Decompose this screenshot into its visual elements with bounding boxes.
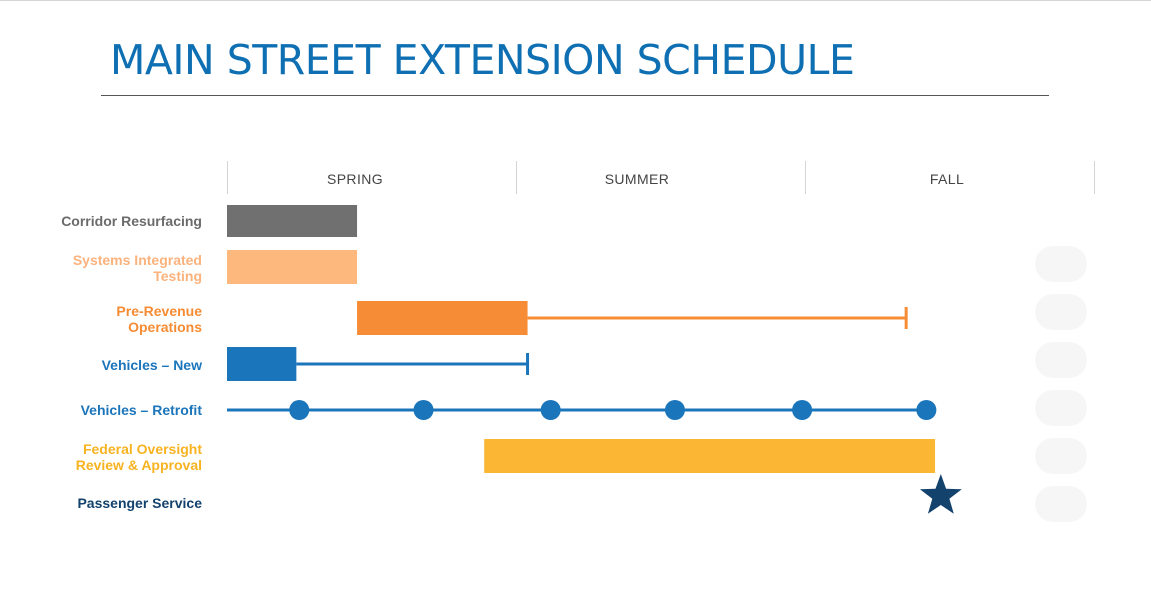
season-label-spring: SPRING xyxy=(326,171,384,187)
row-label-passenger-service: Passenger Service xyxy=(77,495,202,511)
background-shadow xyxy=(1035,486,1087,522)
season-divider xyxy=(1094,161,1095,194)
gantt-bar xyxy=(484,439,936,473)
background-shadow xyxy=(1035,294,1087,330)
gantt-bar xyxy=(227,250,358,284)
milestone-dot xyxy=(916,400,937,420)
milestone-dot xyxy=(540,400,561,420)
milestone-dot xyxy=(664,400,685,420)
row-label-federal-oversight: Federal Oversight Review & Approval xyxy=(75,441,202,473)
season-label-summer: SUMMER xyxy=(604,171,670,187)
title-divider xyxy=(101,95,1049,96)
gantt-bar xyxy=(227,347,297,381)
row-label-vehicles-retrofit: Vehicles – Retrofit xyxy=(80,402,202,418)
milestone-dot xyxy=(289,400,310,420)
season-divider xyxy=(805,161,806,194)
page-title: MAIN STREET EXTENSION SCHEDULE xyxy=(110,36,855,84)
background-shadow xyxy=(1035,342,1087,378)
background-shadow xyxy=(1035,246,1087,282)
season-divider xyxy=(227,161,228,194)
row-label-systems-integrated-testing: Systems Integrated Testing xyxy=(72,252,202,284)
season-label-fall: FALL xyxy=(929,171,965,187)
milestone-dot xyxy=(413,400,434,420)
gantt-bar xyxy=(227,205,358,237)
row-label-pre-revenue-operations: Pre-Revenue Operations xyxy=(116,303,202,335)
row-label-corridor-resurfacing: Corridor Resurfacing xyxy=(61,213,202,229)
star-icon xyxy=(919,474,962,514)
row-label-vehicles-new: Vehicles – New xyxy=(101,357,202,373)
background-shadow xyxy=(1035,390,1087,426)
milestone-dot xyxy=(792,400,813,420)
season-divider xyxy=(516,161,517,194)
gantt-bar xyxy=(357,301,528,335)
background-shadow xyxy=(1035,438,1087,474)
top-border xyxy=(0,0,1151,1)
